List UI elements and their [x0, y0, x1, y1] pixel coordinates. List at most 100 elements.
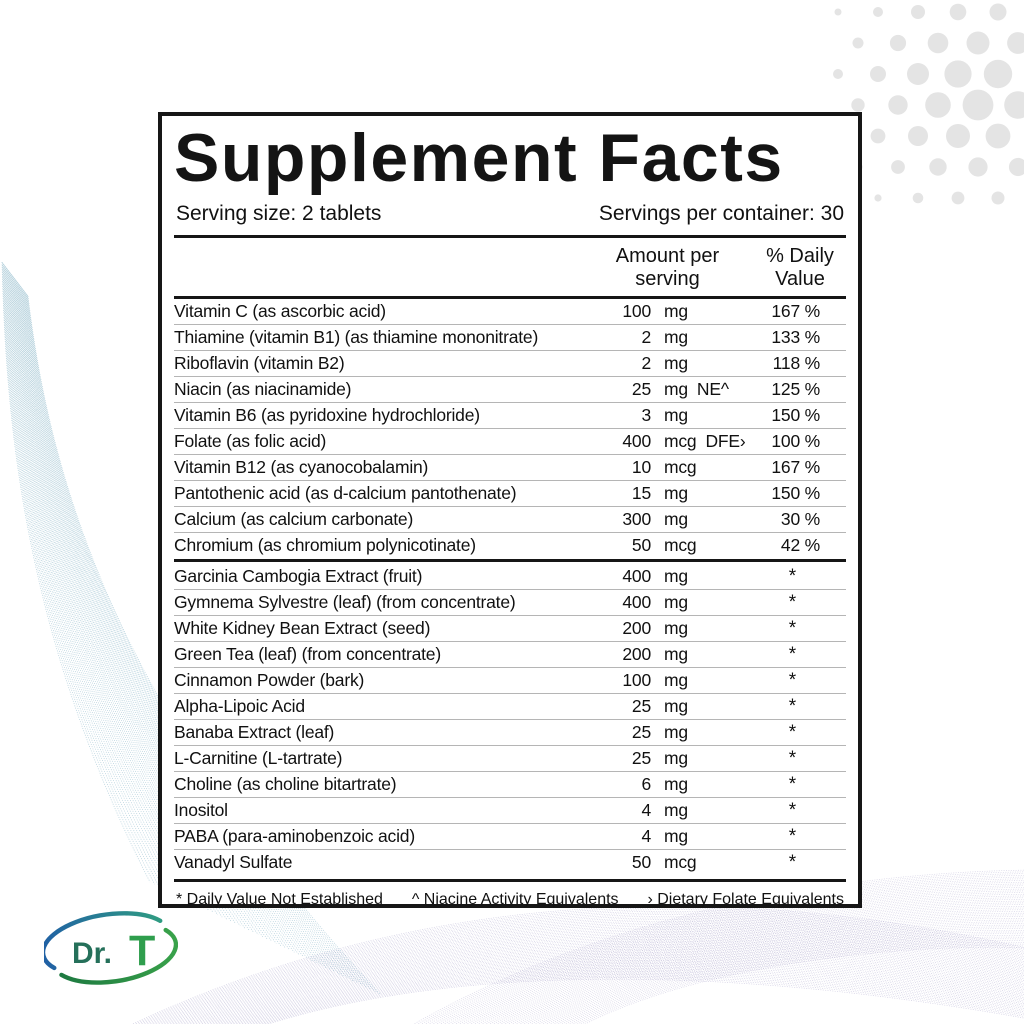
ingredient-name: Niacin (as niacinamide): [174, 379, 352, 399]
ingredient-amount: 25: [631, 696, 651, 716]
ingredient-unit: mg: [664, 826, 688, 846]
ingredient-unit-cell: mg: [651, 403, 754, 428]
ingredient-unit: mg: [664, 800, 688, 820]
ingredient-unit: mg: [664, 722, 688, 742]
ingredient-daily-value: 125 %: [771, 379, 820, 399]
ingredient-unit: mg: [664, 301, 688, 321]
ingredient-unit-cell: mg: [651, 668, 754, 693]
ingredient-unit-cell: mg: [651, 642, 754, 667]
ingredient-unit: mg: [664, 774, 688, 794]
halftone-dots-pattern: [833, 3, 1024, 205]
serving-info-row: Serving size: 2 tablets Servings per con…: [176, 202, 844, 226]
daily-value-column-header: % Daily Value: [766, 245, 834, 290]
table-header-row: Amount per serving % Daily Value: [174, 245, 846, 296]
table-row: Gymnema Sylvestre (leaf) (from concentra…: [174, 589, 846, 615]
table-row: Folate (as folic acid) 400 mcg DFE› 100 …: [174, 428, 846, 454]
ingredient-daily-value: 150 %: [771, 483, 820, 503]
ingredient-amount: 25: [631, 722, 651, 742]
ingredient-amount: 15: [631, 483, 651, 503]
ingredient-amount: 50: [631, 535, 651, 555]
ingredient-name: Inositol: [174, 800, 228, 820]
supplement-facts-panel: Supplement Facts Serving size: 2 tablets…: [158, 112, 862, 908]
footnote-daily-value: * Daily Value Not Established: [176, 891, 383, 908]
ingredient-unit: mg: [664, 748, 688, 768]
ingredient-unit-note: DFE›: [705, 431, 746, 451]
rule-under-serving: [174, 235, 846, 238]
ingredient-name: L-Carnitine (L-tartrate): [174, 748, 343, 768]
table-row: Vitamin C (as ascorbic acid) 100 mg 167 …: [174, 299, 846, 324]
ingredient-amount: 25: [631, 379, 651, 399]
ingredient-name: Cinnamon Powder (bark): [174, 670, 365, 690]
ingredient-unit-note: NE^: [696, 379, 729, 399]
ingredient-amount: 200: [622, 618, 651, 638]
table-row: Pantothenic acid (as d-calcium pantothen…: [174, 480, 846, 506]
rule-under-header: [174, 296, 846, 299]
ingredient-name: Thiamine (vitamin B1) (as thiamine monon…: [174, 327, 539, 347]
ingredient-unit-cell: mg: [651, 798, 754, 823]
section-divider: [174, 559, 846, 562]
ingredient-daily-value: *: [788, 696, 796, 717]
ingredient-daily-value: *: [788, 566, 796, 587]
ingredient-unit-cell: mg: [651, 694, 754, 719]
ingredient-unit: mg: [664, 696, 688, 716]
ingredient-unit: mg: [664, 592, 688, 612]
amount-column-header: Amount per serving: [615, 245, 720, 290]
ingredient-amount: 4: [641, 826, 651, 846]
ingredient-name: Garcinia Cambogia Extract (fruit): [174, 566, 423, 586]
proprietary-ingredients-section: Garcinia Cambogia Extract (fruit) 400 mg…: [174, 564, 846, 875]
ingredient-name: Vitamin B6 (as pyridoxine hydrochloride): [174, 405, 480, 425]
ingredient-unit: mg: [664, 509, 688, 529]
ingredient-amount: 6: [641, 774, 651, 794]
logo-text-dr: Dr.: [72, 937, 112, 970]
footnote-niacin-equivalents: ^ Niacine Activity Equivalents: [411, 891, 619, 908]
ingredient-amount: 400: [622, 566, 651, 586]
table-row: Chromium (as chromium polynicotinate) 50…: [174, 532, 846, 558]
ingredient-unit-cell: mg: [651, 564, 754, 589]
ingredient-daily-value: *: [788, 852, 796, 873]
ingredient-name: Vitamin B12 (as cyanocobalamin): [174, 457, 429, 477]
ingredient-amount: 4: [641, 800, 651, 820]
ingredient-daily-value: *: [788, 618, 796, 639]
ingredient-unit: mg: [664, 644, 688, 664]
table-row: Cinnamon Powder (bark) 100 mg *: [174, 667, 846, 693]
purple-wave-lines-a: [131, 905, 1024, 1024]
ingredient-name: Calcium (as calcium carbonate): [174, 509, 414, 529]
footnote-folate-equivalents: › Dietary Folate Equivalents: [647, 891, 844, 908]
ingredient-unit: mg: [664, 405, 688, 425]
ingredient-unit-cell: mg: [651, 481, 754, 506]
table-row: Niacin (as niacinamide) 25 mg NE^ 125 %: [174, 376, 846, 402]
ingredient-unit: mcg: [664, 431, 697, 451]
ingredient-daily-value: 150 %: [771, 405, 820, 425]
ingredient-amount: 50: [631, 852, 651, 872]
ingredient-unit-cell: mcg: [651, 850, 754, 875]
table-row: Garcinia Cambogia Extract (fruit) 400 mg…: [174, 564, 846, 589]
vitamins-minerals-section: Vitamin C (as ascorbic acid) 100 mg 167 …: [174, 299, 846, 558]
ingredient-unit: mg: [664, 327, 688, 347]
ingredient-daily-value: 167 %: [771, 457, 820, 477]
ingredient-name: Vitamin C (as ascorbic acid): [174, 301, 386, 321]
ingredient-amount: 3: [641, 405, 651, 425]
ingredient-amount: 100: [622, 301, 651, 321]
ingredient-daily-value: *: [788, 722, 796, 743]
ingredient-unit-cell: mg: [651, 590, 754, 615]
ingredient-name: Choline (as choline bitartrate): [174, 774, 397, 794]
ingredient-daily-value: 118 %: [772, 353, 821, 373]
ingredient-daily-value: *: [788, 748, 796, 769]
ingredient-unit-cell: mcg DFE›: [651, 429, 754, 454]
ingredient-daily-value: 100 %: [771, 431, 820, 451]
table-row: Calcium (as calcium carbonate) 300 mg 30…: [174, 506, 846, 532]
ingredient-amount: 200: [622, 644, 651, 664]
ingredient-amount: 300: [622, 509, 651, 529]
ingredient-amount: 400: [622, 431, 651, 451]
ingredient-unit: mcg: [664, 852, 697, 872]
ingredient-unit-cell: mcg: [651, 533, 754, 558]
ingredient-daily-value: 42 %: [780, 535, 820, 555]
table-row: Inositol 4 mg *: [174, 797, 846, 823]
rule-above-footnotes: [174, 879, 846, 882]
ingredient-daily-value: 167 %: [771, 301, 820, 321]
table-row: Vitamin B12 (as cyanocobalamin) 10 mcg 1…: [174, 454, 846, 480]
ingredient-unit-cell: mg: [651, 507, 754, 532]
table-row: Alpha-Lipoic Acid 25 mg *: [174, 693, 846, 719]
table-row: Riboflavin (vitamin B2) 2 mg 118 %: [174, 350, 846, 376]
ingredient-daily-value: 133 %: [771, 327, 820, 347]
